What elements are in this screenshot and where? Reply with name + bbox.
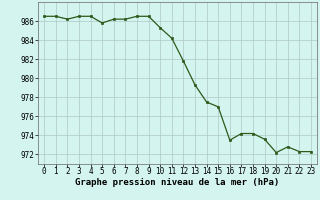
X-axis label: Graphe pression niveau de la mer (hPa): Graphe pression niveau de la mer (hPa)	[76, 178, 280, 187]
